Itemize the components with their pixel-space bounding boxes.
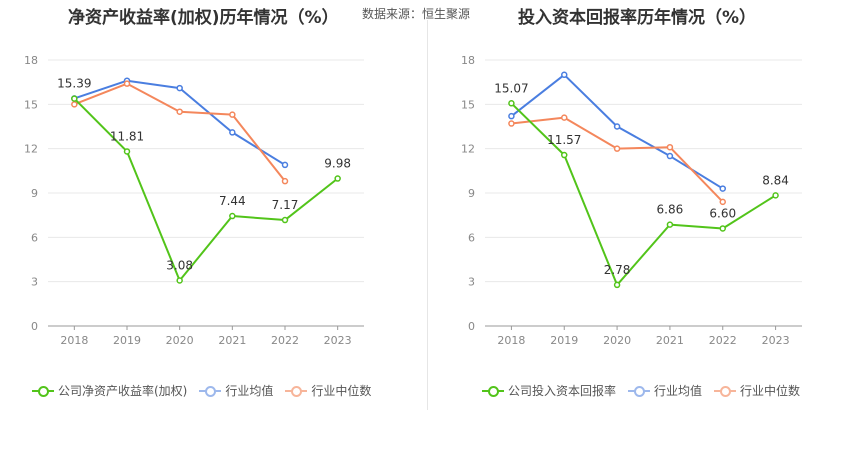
- data-point: [561, 71, 568, 79]
- data-point: [281, 216, 289, 224]
- x-tick-label: 2020: [603, 334, 631, 347]
- data-point: [561, 114, 568, 121]
- data-label: 3.08: [166, 258, 193, 272]
- data-point: [719, 185, 726, 192]
- data-label: 9.98: [324, 157, 351, 171]
- series-line: [74, 79, 286, 166]
- legend-label: 行业中位数: [311, 384, 372, 398]
- x-tick-label: 2022: [271, 334, 299, 347]
- data-point: [334, 175, 341, 182]
- data-point: [229, 212, 236, 220]
- y-tick-label: 3: [468, 276, 475, 289]
- data-point: [229, 111, 236, 118]
- x-tick-label: 2023: [324, 334, 352, 347]
- data-point: [281, 161, 289, 169]
- data-point: [176, 108, 183, 115]
- y-tick-label: 15: [24, 98, 38, 111]
- panel-divider: [427, 20, 428, 410]
- x-tick-label: 2018: [60, 334, 88, 347]
- legend-label: 公司投入资本回报率: [508, 384, 617, 398]
- legend-swatch-icon: [199, 385, 222, 397]
- series-line: [73, 82, 286, 182]
- legend-label: 行业均值: [225, 384, 274, 398]
- y-tick-label: 18: [24, 54, 38, 67]
- x-tick-label: 2019: [550, 334, 578, 347]
- legend-roe: 公司净资产收益率(加权) 行业均值 行业中位数: [32, 382, 383, 399]
- data-label: 6.86: [657, 203, 684, 217]
- y-tick-label: 0: [31, 320, 38, 333]
- legend-swatch-icon: [628, 385, 651, 397]
- series-line: [510, 102, 777, 286]
- legend-item-industry-mean[interactable]: 行业均值: [199, 382, 273, 399]
- y-tick-label: 15: [461, 98, 475, 111]
- chart-title-roe: 净资产收益率(加权)历年情况（%）: [68, 8, 339, 28]
- data-point: [281, 177, 289, 185]
- legend-item-industry-median[interactable]: 行业中位数: [285, 382, 371, 399]
- data-point: [123, 80, 131, 87]
- legend-swatch-icon: [285, 385, 308, 397]
- data-label: 11.57: [547, 133, 581, 147]
- data-point: [772, 192, 779, 199]
- data-label: 15.07: [494, 81, 528, 95]
- y-tick-label: 12: [461, 143, 475, 156]
- legend-item-company-roe[interactable]: 公司净资产收益率(加权): [32, 382, 187, 399]
- x-tick-label: 2021: [656, 334, 684, 347]
- y-tick-label: 0: [468, 320, 475, 333]
- x-tick-label: 2019: [113, 334, 141, 347]
- data-point: [229, 129, 236, 136]
- legend-item-industry-mean[interactable]: 行业均值: [628, 382, 702, 399]
- data-point: [666, 221, 674, 228]
- data-point: [176, 277, 183, 284]
- x-tick-label: 2023: [762, 334, 790, 347]
- x-tick-label: 2021: [218, 334, 246, 347]
- data-point: [508, 100, 515, 107]
- chart-title-roic: 投入资本回报率历年情况（%）: [518, 8, 757, 28]
- data-label: 6.60: [709, 206, 736, 220]
- x-tick-label: 2020: [166, 334, 194, 347]
- legend-label: 行业中位数: [740, 384, 801, 398]
- data-source-label: 数据来源：恒生聚源: [362, 7, 471, 21]
- data-point: [561, 151, 568, 159]
- data-point: [613, 145, 621, 152]
- legend-label: 行业均值: [654, 384, 703, 398]
- legend-swatch-icon: [714, 385, 737, 397]
- data-label: 7.44: [219, 194, 246, 208]
- data-point: [71, 95, 78, 102]
- y-tick-label: 6: [468, 231, 475, 244]
- data-point: [613, 123, 621, 130]
- data-point: [719, 198, 726, 206]
- data-point: [71, 101, 78, 108]
- y-tick-label: 9: [31, 187, 38, 200]
- legend-item-company-roic[interactable]: 公司投入资本回报率: [482, 382, 616, 399]
- legend-swatch-icon: [32, 385, 54, 397]
- data-point: [508, 120, 515, 127]
- y-tick-label: 6: [31, 231, 38, 244]
- series-line: [511, 116, 724, 203]
- x-tick-label: 2018: [497, 334, 525, 347]
- data-point: [613, 281, 621, 289]
- series-line: [510, 73, 724, 190]
- data-point: [719, 225, 726, 232]
- x-tick-label: 2022: [709, 334, 737, 347]
- data-point: [666, 152, 674, 160]
- data-label: 8.84: [762, 173, 789, 187]
- data-label: 15.39: [57, 77, 91, 91]
- y-tick-label: 18: [461, 54, 475, 67]
- data-label: 2.78: [604, 263, 631, 277]
- y-tick-label: 3: [31, 276, 38, 289]
- data-point: [123, 148, 131, 155]
- legend-swatch-icon: [482, 385, 504, 397]
- data-label: 7.17: [272, 198, 299, 212]
- data-label: 11.81: [110, 129, 144, 143]
- legend-label: 公司净资产收益率(加权): [58, 384, 188, 398]
- y-tick-label: 9: [468, 187, 475, 200]
- legend-roic: 公司投入资本回报率 行业均值 行业中位数: [482, 382, 812, 399]
- data-point: [666, 143, 674, 151]
- legend-item-industry-median[interactable]: 行业中位数: [714, 382, 800, 399]
- y-tick-label: 12: [24, 143, 38, 156]
- data-point: [176, 84, 183, 92]
- series-line: [73, 97, 339, 282]
- data-point: [508, 112, 515, 120]
